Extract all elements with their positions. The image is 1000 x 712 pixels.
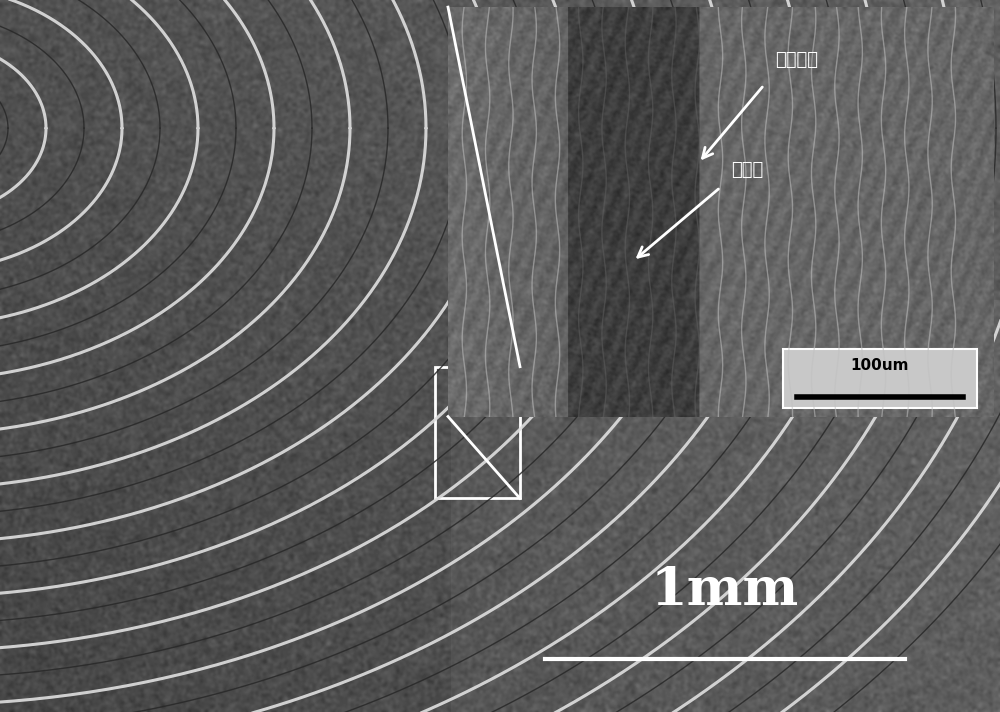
Text: 1mm: 1mm (651, 565, 799, 616)
Text: 损伤区: 损伤区 (731, 161, 764, 179)
Bar (435, 367, 520, 498)
Text: 未损伤区: 未损伤区 (775, 51, 818, 68)
Bar (783, 349, 977, 409)
Text: 100um: 100um (851, 358, 909, 373)
